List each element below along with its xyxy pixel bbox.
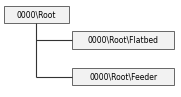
FancyBboxPatch shape (4, 6, 69, 23)
Text: 0000\Root\Feeder: 0000\Root\Feeder (89, 72, 157, 81)
FancyBboxPatch shape (72, 31, 174, 48)
Text: 0000\Root\Flatbed: 0000\Root\Flatbed (88, 35, 159, 44)
Text: 0000\Root: 0000\Root (16, 10, 56, 19)
FancyBboxPatch shape (72, 68, 174, 85)
